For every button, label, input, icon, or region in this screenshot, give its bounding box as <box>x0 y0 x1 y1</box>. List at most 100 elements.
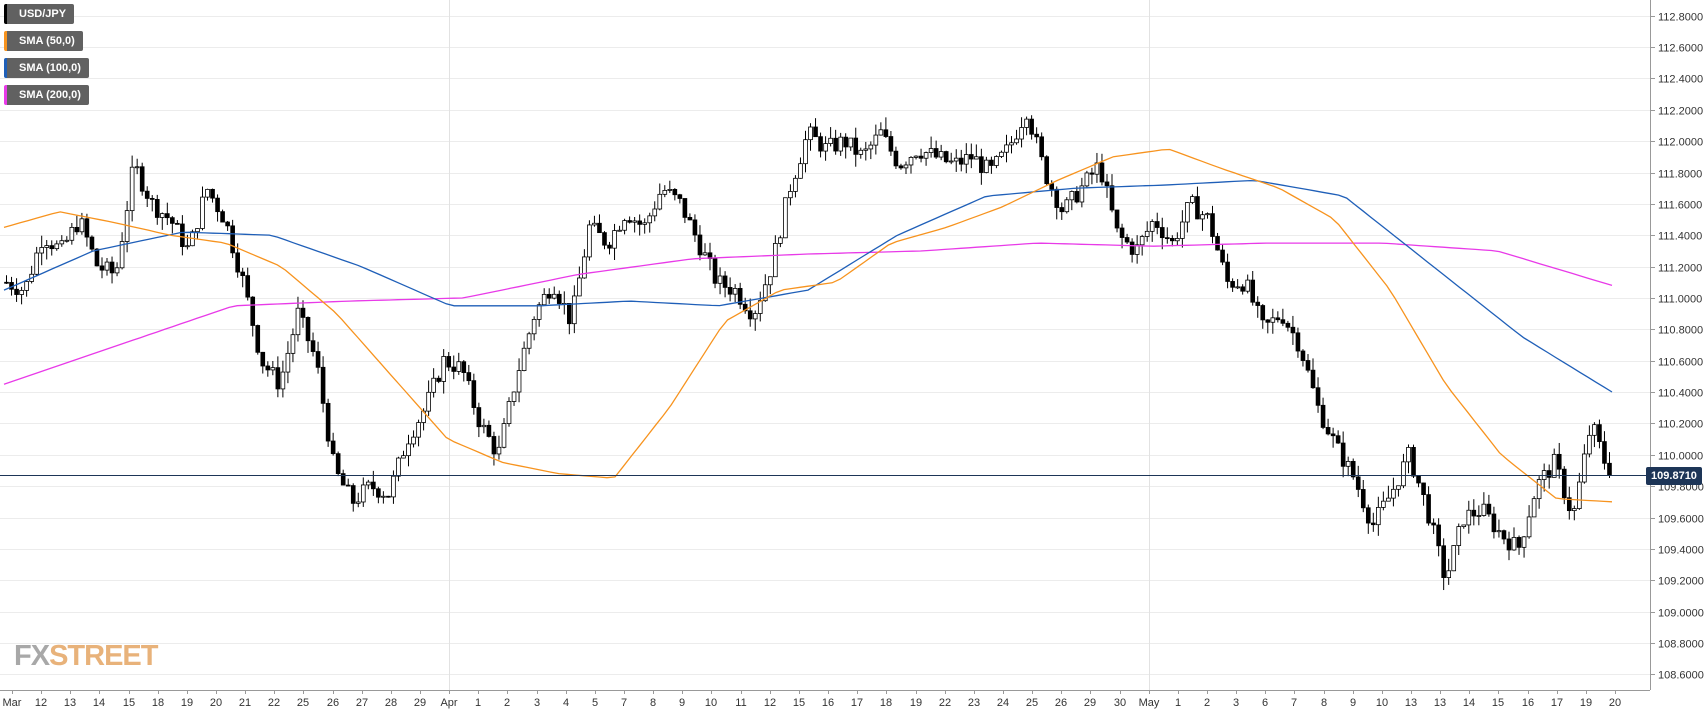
candle-body <box>1355 476 1361 490</box>
candle-body <box>114 267 120 274</box>
legend-sma-50[interactable]: SMA (50,0) <box>4 31 83 51</box>
candle-body <box>813 126 818 138</box>
legend-usdjpy[interactable]: USD/JPY <box>4 4 75 24</box>
candle-body <box>536 304 542 320</box>
candle-body <box>818 136 823 152</box>
candle-body <box>1129 241 1135 255</box>
candle-body <box>1265 319 1271 323</box>
candle-body <box>84 218 90 238</box>
legend-sma-100[interactable]: SMA (100,0) <box>4 58 89 78</box>
candle-body <box>119 241 125 269</box>
legend-sma-200[interactable]: SMA (200,0) <box>4 85 89 105</box>
candle-body <box>230 225 235 254</box>
x-tick-label: 24 <box>997 697 1009 709</box>
candle-body <box>1546 470 1552 478</box>
x-tick-label: 5 <box>592 697 598 709</box>
candle-body <box>325 402 331 442</box>
candle-body <box>1577 481 1582 509</box>
candle-body <box>180 223 185 247</box>
candle-body <box>170 217 175 224</box>
x-tick-label: 30 <box>1114 697 1126 709</box>
candle-body <box>1049 183 1055 190</box>
candle-body <box>587 224 592 258</box>
candle-body <box>1200 214 1205 220</box>
candle-body <box>762 284 768 302</box>
candle-body <box>1481 503 1487 516</box>
candle-body <box>989 159 994 166</box>
candle-body <box>808 126 813 141</box>
candle-body <box>330 440 336 455</box>
candle-body <box>622 220 627 231</box>
candle-body <box>134 166 140 169</box>
candle-body <box>1496 530 1502 533</box>
candle-body <box>732 288 738 295</box>
y-tick-label: 109.8000 <box>1658 482 1704 494</box>
candle-body <box>1421 482 1426 496</box>
candle-body <box>853 137 859 155</box>
x-tick-label: 22 <box>268 697 280 709</box>
candle-body <box>175 222 180 225</box>
candle-body <box>1270 317 1276 323</box>
candle-body <box>948 160 954 163</box>
y-tick-label: 112.6000 <box>1658 43 1703 55</box>
candle-body <box>632 220 637 223</box>
candle-body <box>1019 127 1024 140</box>
x-tick-label: 19 <box>1580 697 1592 709</box>
candle-body <box>1149 221 1155 232</box>
candle-body <box>1461 524 1467 527</box>
candle-body <box>1451 545 1457 572</box>
candle-body <box>1069 191 1075 201</box>
candle-body <box>697 234 703 256</box>
candle-body <box>24 281 29 291</box>
candle-body <box>1280 319 1286 324</box>
candle-body <box>99 265 105 271</box>
x-tick-label: May <box>1139 697 1160 709</box>
x-axis: Mar 12 13 14 15 18 19 20 21 22 25 26 27 28 29 Apr 1 2 3 4 5 7… <box>0 690 1650 709</box>
candle-body <box>1436 524 1441 547</box>
candle-body <box>1119 227 1125 238</box>
x-tick-label: 17 <box>851 697 863 709</box>
candle-body <box>1235 286 1240 289</box>
candle-body <box>109 261 115 274</box>
candle-body <box>195 228 200 233</box>
candle-body <box>1325 427 1331 435</box>
candle-body <box>1014 138 1019 144</box>
y-tick-label: 112.8000 <box>1658 12 1703 24</box>
candle-body <box>1486 503 1492 515</box>
candle-body <box>139 166 145 192</box>
y-tick-label: 108.6000 <box>1658 670 1704 682</box>
candle-body <box>154 198 160 218</box>
candle-body <box>1024 118 1029 128</box>
sma-200-line <box>3 242 1613 385</box>
candle-body <box>747 310 753 320</box>
candle-body <box>742 303 748 312</box>
candle-body <box>481 424 487 428</box>
candle-body <box>1491 513 1497 533</box>
candle-body <box>702 252 708 256</box>
candle-body <box>958 157 964 165</box>
candle-body <box>290 334 296 354</box>
x-tick-label: 1 <box>475 697 481 709</box>
candle-body <box>893 150 899 167</box>
candle-body <box>185 245 190 248</box>
x-tick-label: 11 <box>735 697 746 709</box>
x-tick-label: 2 <box>504 697 510 709</box>
candle-body <box>1210 213 1215 237</box>
candle-body <box>1526 516 1532 538</box>
candle-body <box>436 377 441 382</box>
chart-legend: USD/JPY SMA (50,0) SMA (100,0) SMA (200,… <box>4 4 89 112</box>
candle-body <box>1371 522 1376 526</box>
candle-body <box>1029 118 1034 135</box>
candle-body <box>1426 494 1431 524</box>
candle-body <box>1561 468 1567 499</box>
candle-body <box>612 230 617 249</box>
candle-body <box>677 194 683 199</box>
candle-body <box>943 151 949 163</box>
candle-body <box>1260 305 1266 321</box>
candle-body <box>1340 442 1346 467</box>
candle-body <box>788 191 793 199</box>
candle-body <box>1456 526 1462 546</box>
candle-body <box>1124 237 1130 243</box>
candle-body <box>597 222 602 234</box>
candle-body <box>878 129 884 136</box>
